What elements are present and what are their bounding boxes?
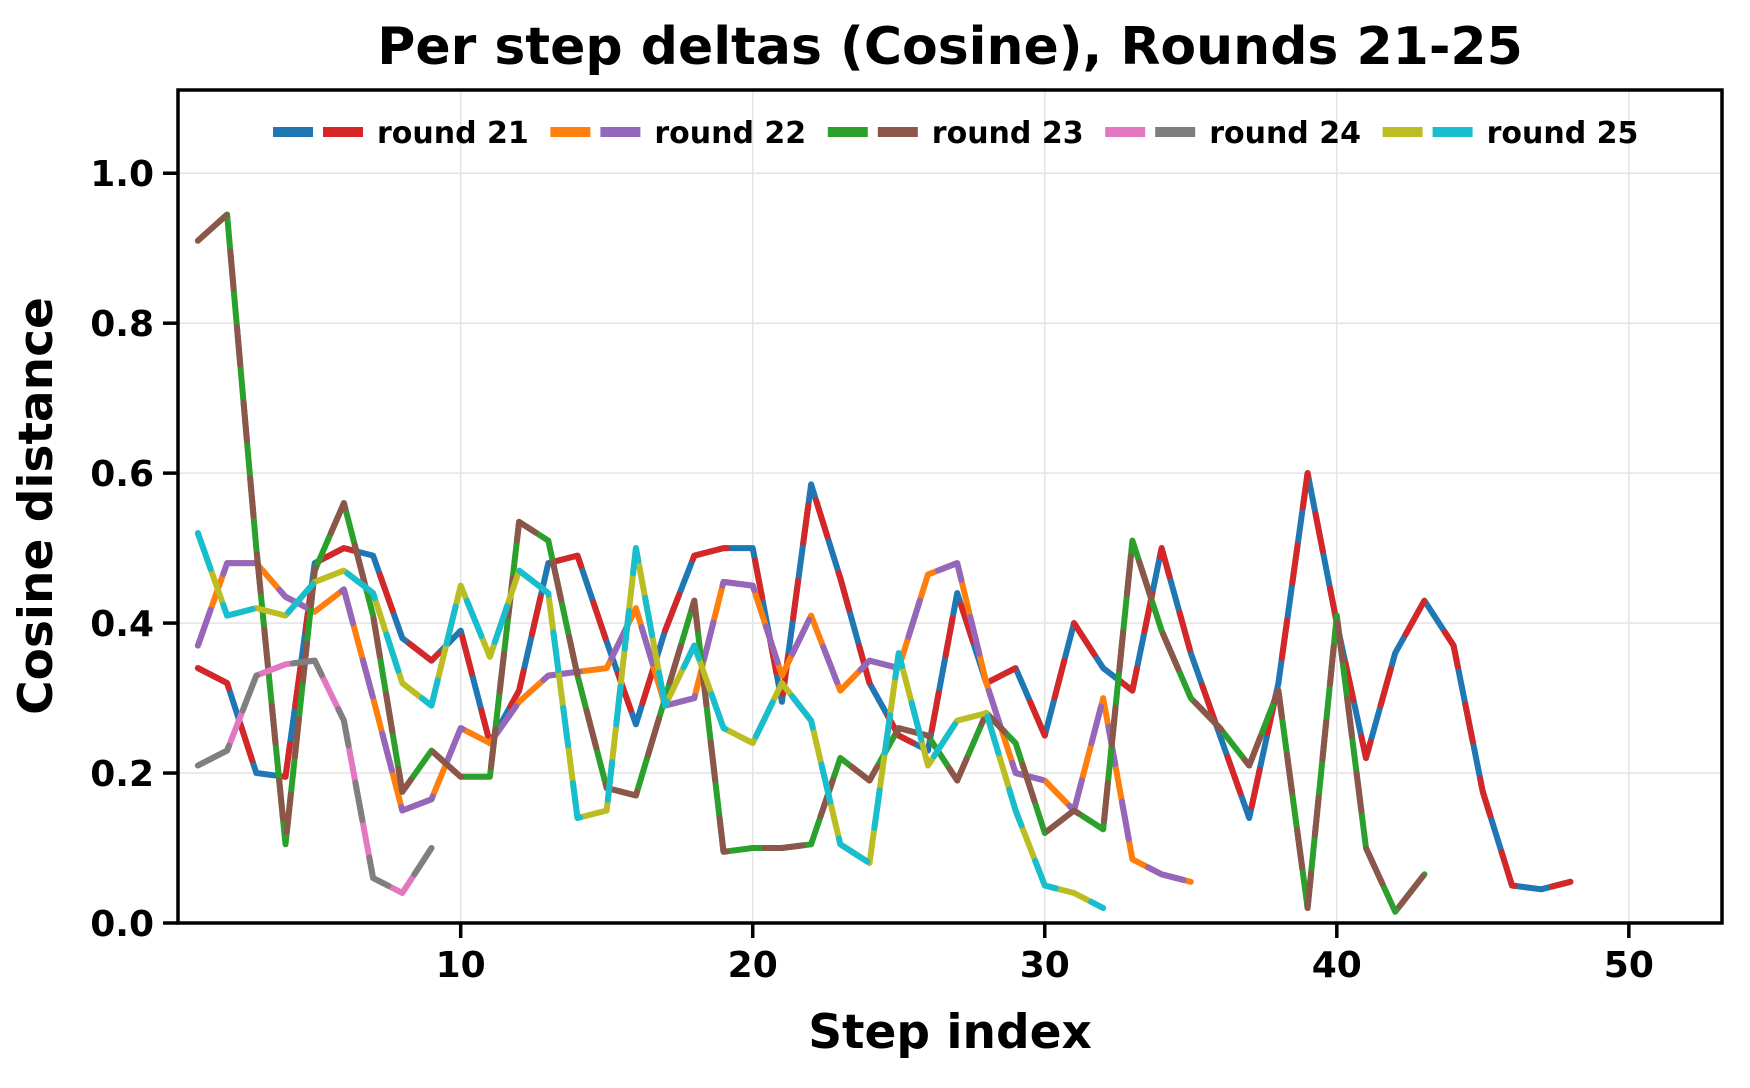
x-tick-label: 10 [436, 945, 486, 986]
legend-label: round 21 [377, 116, 529, 151]
legend-item: round 23 [827, 116, 1084, 151]
y-tick-label: 0.6 [90, 454, 154, 495]
y-tick-label: 0.8 [90, 304, 154, 345]
series-line-dash-overlay [194, 657, 435, 896]
legend-label: round 25 [1487, 116, 1639, 151]
series-round-24 [194, 657, 435, 896]
series-line-dash-overlay [194, 530, 1107, 911]
legend-label: round 23 [932, 116, 1084, 151]
legend-item: round 22 [550, 116, 806, 151]
legend-item: round 24 [1105, 116, 1361, 151]
x-tick-label: 20 [728, 945, 778, 986]
series-lines [194, 211, 1574, 915]
series-round-23 [194, 211, 1428, 915]
legend-label: round 24 [1209, 116, 1361, 151]
x-axis-label: Step index [808, 1005, 1092, 1060]
legend: round 21 round 22 round 23 round 24 round 25 [273, 116, 1638, 151]
plot-frame [176, 88, 1724, 925]
x-tick-label: 50 [1604, 945, 1654, 986]
legend-item: round 21 [273, 116, 529, 151]
x-tick-label: 40 [1312, 945, 1362, 986]
y-tick-label: 0.0 [90, 904, 154, 945]
y-tick-label: 1.0 [90, 154, 154, 195]
series-line-dash-overlay [194, 470, 1574, 893]
legend-label: round 22 [654, 116, 806, 151]
axis-ticks: 10 20 30 40 50 0.0 0.2 0.4 0.6 0.8 1.0 [90, 154, 1654, 986]
x-tick-label: 30 [1020, 945, 1070, 986]
y-tick-label: 0.4 [90, 604, 154, 645]
series-line-dash-overlay [194, 211, 1428, 915]
series-round-25 [194, 530, 1107, 911]
y-tick-label: 0.2 [90, 754, 154, 795]
y-axis-label: Cosine distance [9, 297, 64, 715]
chart-title: Per step deltas (Cosine), Rounds 21-25 [377, 17, 1523, 77]
legend-item: round 25 [1382, 116, 1639, 151]
